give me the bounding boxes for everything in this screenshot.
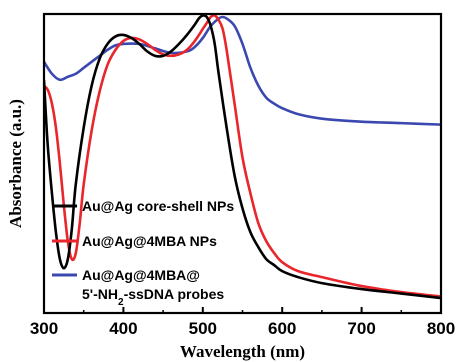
x-tick-label: 700 [347,319,375,338]
legend-label-3-line-1: Au@Ag@4MBA@ [82,267,200,283]
series-layer [44,14,441,300]
x-tick-label: 600 [268,319,296,338]
legend-label-3-line-2: 5'-NH2-ssDNA probes [82,286,224,308]
series-line-1 [44,14,441,300]
x-tick-label: 400 [109,319,137,338]
legend-label-1: Au@Ag core-shell NPs [82,198,234,214]
series-line-2 [44,14,441,298]
x-tick-label: 800 [427,319,455,338]
series-line-3 [44,15,441,126]
x-axis-title: Wavelength (nm) [180,342,305,361]
x-tick-label: 500 [189,319,217,338]
x-tick-label: 300 [30,319,58,338]
legend: Au@Ag core-shell NPs Au@Ag@4MBA NPs Au@Ag@… [52,198,234,308]
legend-label-2: Au@Ag@4MBA NPs [82,233,217,249]
y-axis-title: Absorbance (a.u.) [6,99,25,228]
x-axis-ticks: 300 400 500 600 700 800 [30,307,455,338]
